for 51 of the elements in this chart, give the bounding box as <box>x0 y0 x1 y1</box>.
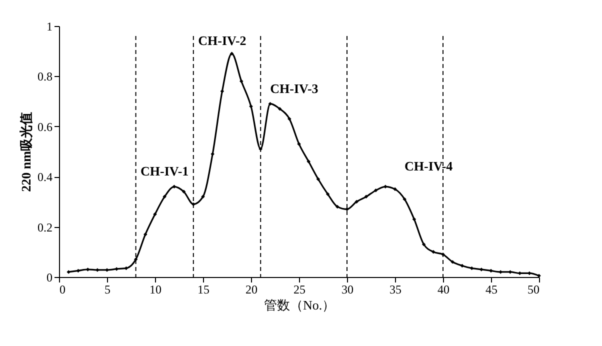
annotation: CH-IV-3 <box>270 80 319 96</box>
point <box>162 194 166 199</box>
point <box>182 190 186 194</box>
point <box>249 104 253 108</box>
point <box>345 207 349 212</box>
point <box>153 212 157 216</box>
point <box>422 242 426 246</box>
x-tick-label: 20 <box>246 282 258 296</box>
point <box>326 192 330 196</box>
point <box>134 258 138 262</box>
point <box>393 187 397 192</box>
point <box>402 197 406 202</box>
point <box>230 52 234 56</box>
point <box>336 204 340 209</box>
x-tick-label: 0 <box>60 282 66 296</box>
y-tick-label: 1 <box>46 20 52 34</box>
point <box>240 79 244 84</box>
y-tick-label: 0.2 <box>38 220 52 234</box>
point <box>432 250 436 254</box>
y-axis-title: 220 nm吸光值 <box>18 112 34 192</box>
point <box>144 232 148 236</box>
x-tick-label: 30 <box>342 282 354 296</box>
y-tick-label: 0.8 <box>38 70 52 84</box>
point <box>450 260 454 264</box>
x-tick-label: 45 <box>486 282 498 296</box>
point <box>354 200 358 204</box>
point <box>537 274 541 278</box>
point <box>201 194 205 199</box>
point <box>374 188 378 192</box>
point <box>114 267 118 271</box>
y-tick-label: 0.6 <box>38 120 52 134</box>
x-tick-label: 10 <box>150 282 162 296</box>
x-tick-label: 25 <box>294 282 306 296</box>
x-tick-label: 35 <box>390 282 402 296</box>
point <box>489 268 493 273</box>
point <box>172 184 176 189</box>
x-tick-label: 5 <box>104 282 110 296</box>
point <box>316 177 320 181</box>
x-tick-label: 50 <box>528 282 540 296</box>
point <box>96 268 100 272</box>
point <box>288 117 292 121</box>
point <box>480 268 484 272</box>
annotation: CH-IV-4 <box>404 158 454 174</box>
x-axis-title: 管数（No.） <box>264 298 336 312</box>
y-tick-label: 0.4 <box>38 170 52 184</box>
annotation: CH-IV-2 <box>198 33 246 48</box>
x-tick-label: 40 <box>438 282 450 296</box>
x-tick-label: 15 <box>198 282 210 296</box>
y-tick-label: 0 <box>46 270 52 284</box>
annotation: CH-IV-1 <box>140 164 189 179</box>
point <box>384 184 388 189</box>
